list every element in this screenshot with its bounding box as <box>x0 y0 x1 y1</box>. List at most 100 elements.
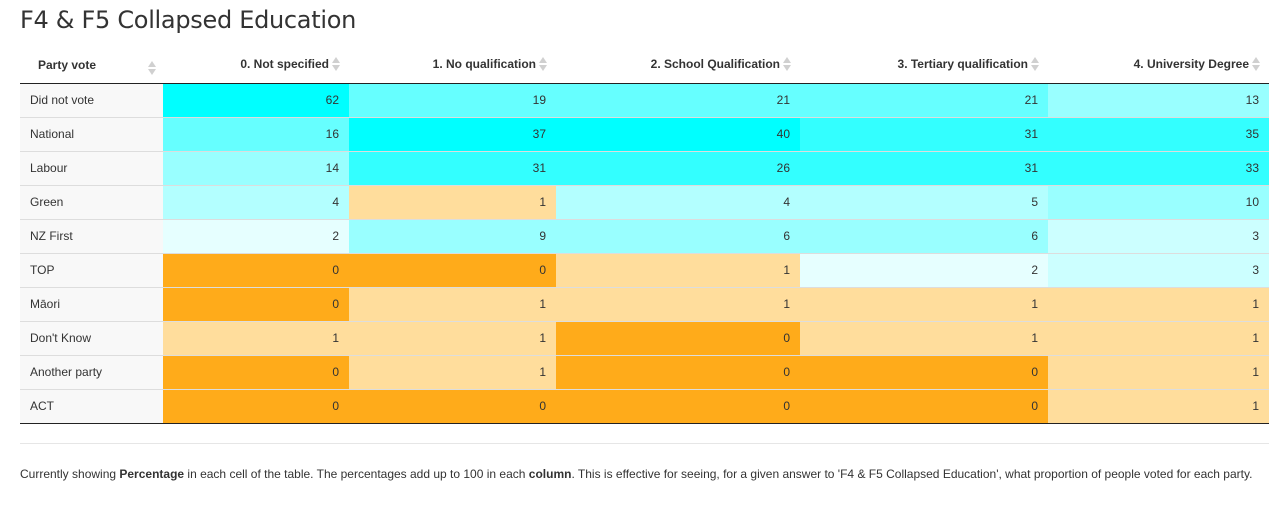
table-cell: 0 <box>556 320 800 355</box>
table-row: Green 4 1 4 5 10 <box>20 184 1269 219</box>
table-cell: 31 <box>800 150 1048 185</box>
column-header-2[interactable]: 2. School Qualification <box>556 47 800 84</box>
table-cell: 0 <box>349 388 556 424</box>
table-cell: 6 <box>800 218 1048 253</box>
table-cell: 1 <box>349 320 556 355</box>
table-cell: 1 <box>1048 354 1269 389</box>
table-cell: 0 <box>163 286 349 321</box>
table-cell: 4 <box>556 184 800 219</box>
table-row: ACT 0 0 0 0 1 <box>20 388 1269 424</box>
column-header-label: Party vote <box>38 57 97 72</box>
note-text-3: . This is effective for seeing, for a gi… <box>571 467 1253 481</box>
table-cell: 1 <box>800 320 1048 355</box>
table-body: Did not vote 62 19 21 21 13 National 16 37 40 31 35… <box>20 83 1269 424</box>
note-emphasis-measure: Percentage <box>119 467 185 481</box>
table-cell: 0 <box>163 354 349 389</box>
crosstab-table: Party vote 0. Not specified 1. No qualific… <box>20 47 1269 424</box>
table-row: National 16 37 40 31 35 <box>20 116 1269 151</box>
row-label: Don't Know <box>20 320 163 355</box>
table-row: Did not vote 62 19 21 21 13 <box>20 83 1269 117</box>
table-cell: 1 <box>1048 286 1269 321</box>
table-cell: 0 <box>163 252 349 287</box>
table-cell: 33 <box>1048 150 1269 185</box>
column-header-4[interactable]: 4. University Degree <box>1048 47 1269 84</box>
column-header-0[interactable]: 0. Not specified <box>163 47 349 84</box>
table-cell: 31 <box>800 116 1048 151</box>
table-cell: 0 <box>163 388 349 424</box>
column-header-party-vote[interactable]: Party vote <box>20 47 163 84</box>
column-header-1[interactable]: 1. No qualification <box>349 47 556 84</box>
table-cell: 0 <box>800 354 1048 389</box>
table-cell: 21 <box>556 83 800 117</box>
sort-icon[interactable] <box>332 57 341 72</box>
sort-icon[interactable] <box>783 57 792 72</box>
row-label: NZ First <box>20 218 163 253</box>
table-cell: 1 <box>349 354 556 389</box>
table-cell: 3 <box>1048 218 1269 253</box>
table-cell: 1 <box>556 286 800 321</box>
column-header-label: 3. Tertiary qualification <box>897 57 1028 72</box>
sort-icon[interactable] <box>148 61 157 75</box>
table-note: Currently showing Percentage in each cel… <box>20 466 1270 482</box>
table-row: Don't Know 1 1 0 1 1 <box>20 320 1269 355</box>
table-cell: 62 <box>163 83 349 117</box>
table-cell: 40 <box>556 116 800 151</box>
row-label: National <box>20 116 163 151</box>
row-label: Did not vote <box>20 83 163 117</box>
table-cell: 0 <box>556 354 800 389</box>
table-row: NZ First 2 9 6 6 3 <box>20 218 1269 253</box>
row-label: ACT <box>20 388 163 424</box>
table-cell: 1 <box>1048 388 1269 424</box>
table-cell: 1 <box>1048 320 1269 355</box>
table-cell: 19 <box>349 83 556 117</box>
table-cell: 37 <box>349 116 556 151</box>
table-cell: 2 <box>800 252 1048 287</box>
table-cell: 5 <box>800 184 1048 219</box>
column-header-label: 2. School Qualification <box>650 57 780 72</box>
table-cell: 0 <box>556 388 800 424</box>
table-cell: 0 <box>800 388 1048 424</box>
table-cell: 0 <box>349 252 556 287</box>
table-cell: 1 <box>349 286 556 321</box>
row-label: Labour <box>20 150 163 185</box>
table-row: Another party 0 1 0 0 1 <box>20 354 1269 389</box>
table-cell: 10 <box>1048 184 1269 219</box>
sort-icon[interactable] <box>1252 57 1261 72</box>
column-header-label: 1. No qualification <box>432 57 536 72</box>
table-row: Māori 0 1 1 1 1 <box>20 286 1269 321</box>
table-cell: 14 <box>163 150 349 185</box>
table-cell: 16 <box>163 116 349 151</box>
column-header-label: 0. Not specified <box>240 57 329 72</box>
table-cell: 4 <box>163 184 349 219</box>
table-row: Labour 14 31 26 31 33 <box>20 150 1269 185</box>
note-text-1: Currently showing <box>20 467 120 481</box>
row-label: Māori <box>20 286 163 321</box>
header-row: Party vote 0. Not specified 1. No qualific… <box>20 47 1269 84</box>
table-cell: 6 <box>556 218 800 253</box>
table-cell: 31 <box>349 150 556 185</box>
table-cell: 9 <box>349 218 556 253</box>
divider <box>20 443 1269 444</box>
row-label: Another party <box>20 354 163 389</box>
row-label: TOP <box>20 252 163 287</box>
table-cell: 3 <box>1048 252 1269 287</box>
table-cell: 1 <box>556 252 800 287</box>
page-title: F4 & F5 Collapsed Education <box>20 6 356 34</box>
column-header-3[interactable]: 3. Tertiary qualification <box>800 47 1048 84</box>
table-cell: 1 <box>800 286 1048 321</box>
table-cell: 1 <box>349 184 556 219</box>
table-cell: 21 <box>800 83 1048 117</box>
note-text-2: in each cell of the table. The percentag… <box>184 467 529 481</box>
column-header-label: 4. University Degree <box>1133 57 1249 72</box>
note-emphasis-direction: column <box>528 467 572 481</box>
table-cell: 26 <box>556 150 800 185</box>
sort-icon[interactable] <box>1031 57 1040 72</box>
sort-icon[interactable] <box>539 57 548 72</box>
row-label: Green <box>20 184 163 219</box>
table-cell: 1 <box>163 320 349 355</box>
table-row: TOP 0 0 1 2 3 <box>20 252 1269 287</box>
table-cell: 2 <box>163 218 349 253</box>
table-cell: 13 <box>1048 83 1269 117</box>
table-cell: 35 <box>1048 116 1269 151</box>
